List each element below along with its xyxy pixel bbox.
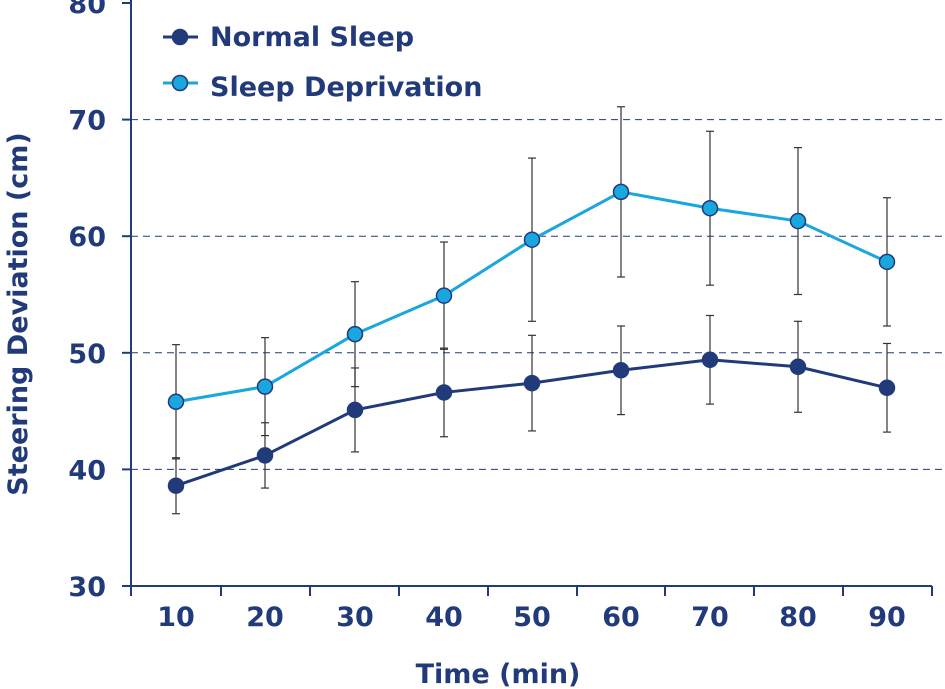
point-sleep-deprivation-80 xyxy=(789,212,807,230)
x-axis-title: Time (min) xyxy=(416,659,581,689)
point-sleep-deprivation-70 xyxy=(701,199,719,217)
y-axis-title: Steering Deviation (cm) xyxy=(3,132,34,495)
point-normal-sleep-30 xyxy=(346,401,364,419)
x-tick-label-60: 60 xyxy=(602,602,640,633)
point-sleep-deprivation-90 xyxy=(878,253,896,271)
y-tick-label-40: 40 xyxy=(68,455,106,486)
series xyxy=(167,106,896,515)
x-tick-label-50: 50 xyxy=(513,602,551,633)
point-normal-sleep-80 xyxy=(789,358,807,376)
x-tick-label-30: 30 xyxy=(336,602,374,633)
y-tick-label-70: 70 xyxy=(68,106,106,137)
legend-marker-normal-sleep xyxy=(171,28,189,46)
x-tick-label-10: 10 xyxy=(157,602,195,633)
point-sleep-deprivation-20 xyxy=(256,378,274,395)
point-normal-sleep-40 xyxy=(435,384,453,401)
axes xyxy=(122,0,933,596)
legend-item-normal-sleep: Normal Sleep xyxy=(163,22,414,53)
legend-label-normal-sleep: Normal Sleep xyxy=(210,22,414,53)
gridlines xyxy=(131,119,945,470)
x-tick-label-20: 20 xyxy=(246,602,284,633)
x-tick-label-90: 90 xyxy=(868,602,906,633)
point-normal-sleep-70 xyxy=(701,351,719,369)
legend-marker-sleep-deprivation xyxy=(171,74,189,92)
x-tick-label-70: 70 xyxy=(691,602,729,633)
point-sleep-deprivation-30 xyxy=(346,325,364,343)
x-tick-label-40: 40 xyxy=(425,602,463,633)
legend: Normal Sleep Sleep Deprivation xyxy=(163,22,482,103)
legend-item-sleep-deprivation: Sleep Deprivation xyxy=(163,72,482,103)
x-tick-labels: 10 20 30 40 50 60 70 80 90 xyxy=(157,602,906,633)
point-sleep-deprivation-60 xyxy=(612,183,630,201)
point-sleep-deprivation-50 xyxy=(523,231,541,248)
point-normal-sleep-50 xyxy=(523,374,541,392)
legend-label-sleep-deprivation: Sleep Deprivation xyxy=(210,72,482,103)
y-tick-labels: 30 40 50 60 70 80 xyxy=(68,0,106,603)
y-tick-label-50: 50 xyxy=(68,339,106,370)
y-tick-label-30: 30 xyxy=(68,572,106,603)
point-normal-sleep-10 xyxy=(167,477,185,494)
point-normal-sleep-60 xyxy=(612,362,630,379)
point-normal-sleep-20 xyxy=(256,447,274,464)
y-tick-label-80: 80 xyxy=(68,0,106,20)
y-tick-label-60: 60 xyxy=(68,222,106,253)
point-sleep-deprivation-10 xyxy=(167,393,185,411)
point-normal-sleep-90 xyxy=(878,379,896,397)
x-tick-label-80: 80 xyxy=(779,602,817,633)
point-sleep-deprivation-40 xyxy=(435,287,453,304)
